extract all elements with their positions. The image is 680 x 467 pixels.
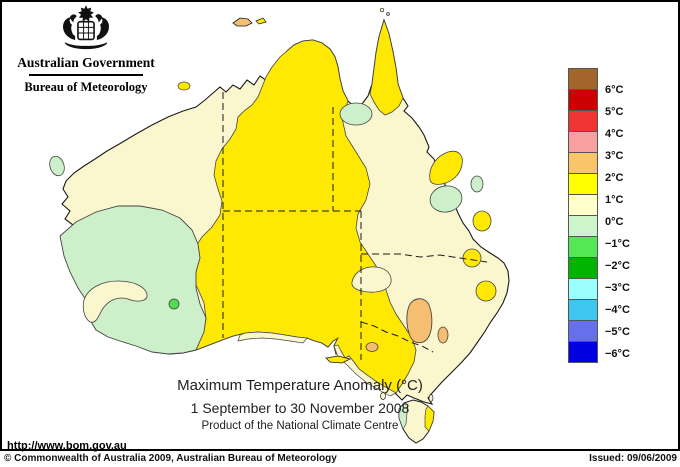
anomaly-patch-orange-sa xyxy=(365,342,379,352)
legend-swatch xyxy=(568,215,598,237)
legend-swatch xyxy=(568,131,598,153)
torres-strait-island-2 xyxy=(386,12,390,16)
flinders-island xyxy=(428,394,434,402)
anomaly-patch-yellow-nsw-2 xyxy=(475,280,497,302)
anomaly-patch-yellow-qld-1 xyxy=(472,210,492,232)
legend-label: 6°C xyxy=(605,84,624,96)
legend-label: −5°C xyxy=(605,326,630,338)
island-yellow-top-end xyxy=(255,17,267,25)
legend-label: −1°C xyxy=(605,238,630,250)
legend-scale xyxy=(568,68,598,363)
legend-swatch xyxy=(568,320,598,342)
anomaly-patch-green-qld-2 xyxy=(470,175,484,193)
anomaly-spot-bright-green xyxy=(168,298,180,310)
footer-strip: © Commonwealth of Australia 2009, Austra… xyxy=(0,452,680,467)
anomaly-region-orange-vic xyxy=(406,298,433,344)
legend-swatch xyxy=(568,299,598,321)
anomaly-patch-cream-sa xyxy=(351,266,392,293)
legend-label: −2°C xyxy=(605,260,630,272)
anomaly-patch-green-shark-bay xyxy=(49,155,65,177)
map-title: Maximum Temperature Anomaly (°C) xyxy=(177,377,423,394)
legend-swatch xyxy=(568,173,598,195)
anomaly-patch-yellow-nsw-1 xyxy=(462,248,482,268)
border-murray xyxy=(360,321,434,353)
anomaly-region-yellow-cape-york xyxy=(369,18,404,116)
anomaly-patch-cream-inside-green xyxy=(82,280,148,323)
tiwi-islands-orange xyxy=(232,17,253,27)
anomaly-strip-cream-vic-coast xyxy=(333,344,397,397)
legend-label: 2°C xyxy=(605,172,624,184)
border-qld-nsw xyxy=(361,253,488,263)
anomaly-region-yellow-main xyxy=(189,39,417,394)
legend-swatch xyxy=(568,110,598,132)
legend-label: 5°C xyxy=(605,106,624,118)
kangaroo-island xyxy=(325,355,352,364)
torres-strait-island-1 xyxy=(379,7,385,13)
bureau-title: Bureau of Meteorology xyxy=(24,80,148,94)
tasmania-east-yellow xyxy=(424,405,435,432)
issued-date: Issued: 09/06/2009 xyxy=(589,453,677,464)
anomaly-patch-yellow-kimberley xyxy=(177,81,191,91)
legend-swatch xyxy=(568,194,598,216)
header-block: Australian Government Bureau of Meteorol… xyxy=(16,4,156,95)
legend-label: −3°C xyxy=(605,282,630,294)
tasmania-west-green xyxy=(398,402,409,430)
australia-anomaly-map xyxy=(49,7,510,444)
legend-swatch xyxy=(568,341,598,363)
anomaly-patch-orange-nsw xyxy=(437,326,449,344)
state-borders xyxy=(222,92,488,360)
bom-url: http://www.bom.gov.au xyxy=(7,440,127,452)
legend-swatch xyxy=(568,278,598,300)
legend-label: 4°C xyxy=(605,128,624,140)
map-titles: Maximum Temperature Anomaly (°C) 1 Septe… xyxy=(100,377,500,432)
copyright-text: © Commonwealth of Australia 2009, Austra… xyxy=(4,453,337,464)
coat-of-arms-icon xyxy=(63,5,109,50)
legend-swatch xyxy=(568,152,598,174)
legend-label: −6°C xyxy=(605,348,630,360)
legend-label: 0°C xyxy=(605,216,624,228)
map-period: 1 September to 30 November 2008 xyxy=(190,400,410,416)
header-divider xyxy=(29,74,143,76)
king-island xyxy=(380,392,386,400)
government-title: Australian Government xyxy=(17,55,155,70)
anomaly-patch-yellow-qld-coast xyxy=(429,150,463,185)
legend-label: 1°C xyxy=(605,194,624,206)
legend-swatch xyxy=(568,89,598,111)
legend-swatch xyxy=(568,257,598,279)
legend-label: −4°C xyxy=(605,304,630,316)
anomaly-region-green-sw-wa xyxy=(59,205,207,355)
anomaly-patch-green-gulf xyxy=(339,102,373,126)
legend-swatch xyxy=(568,68,598,90)
anomaly-patch-green-qld-1 xyxy=(429,185,463,213)
anomaly-strip-cream-bight-coast xyxy=(237,331,308,344)
map-product-credit: Product of the National Climate Centre xyxy=(201,420,399,432)
legend-swatch xyxy=(568,236,598,258)
legend-label: 3°C xyxy=(605,150,624,162)
